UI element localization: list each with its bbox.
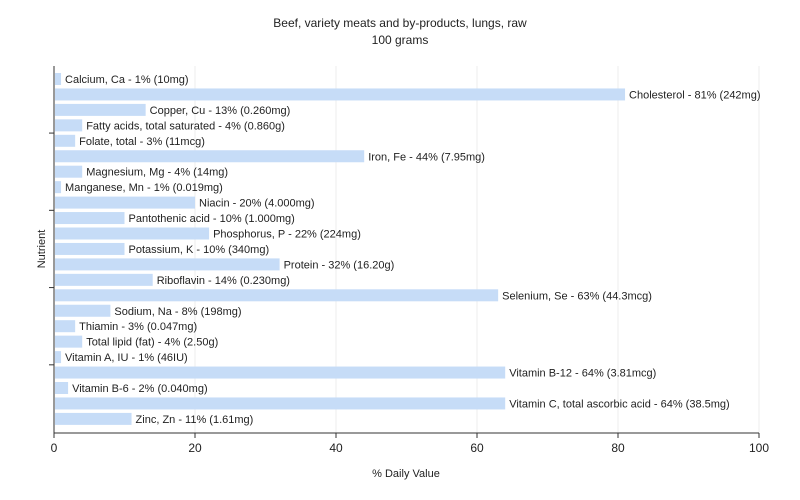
chart-subtitle: 100 grams (372, 33, 429, 47)
x-tick-label: 100 (749, 441, 769, 455)
bar-label: Copper, Cu - 13% (0.260mg) (150, 105, 291, 117)
bar-label: Folate, total - 3% (11mcg) (79, 136, 205, 148)
bar-label: Manganese, Mn - 1% (0.019mg) (65, 182, 223, 194)
bar-label: Sodium, Na - 8% (198mg) (114, 306, 241, 318)
bar-label: Vitamin A, IU - 1% (46IU) (65, 352, 188, 364)
bar-label: Vitamin B-6 - 2% (0.040mg) (72, 383, 208, 395)
x-axis-ticks: 0 20 40 60 80 100 (51, 433, 769, 455)
y-axis-ticks (49, 132, 54, 366)
bar (55, 304, 111, 317)
bar-labels: Calcium, Ca - 1% (10mg) Cholesterol - 81%… (65, 74, 760, 426)
bar-label: Selenium, Se - 63% (44.3mcg) (502, 290, 652, 302)
bar (55, 227, 210, 240)
bar (55, 196, 195, 209)
bar (55, 150, 365, 163)
bar (55, 366, 506, 379)
x-tick-label: 40 (329, 441, 343, 455)
x-axis-label: % Daily Value (372, 468, 440, 480)
bar (55, 289, 499, 302)
bar (55, 351, 62, 364)
bar (55, 335, 83, 348)
bar-label: Phosphorus, P - 22% (224mg) (213, 229, 361, 241)
bar (55, 119, 83, 132)
bar-label: Iron, Fe - 44% (7.95mg) (368, 151, 485, 163)
bar (55, 165, 83, 178)
bar-label: Fatty acids, total saturated - 4% (0.860… (86, 120, 285, 132)
bar (55, 412, 132, 425)
bar-label: Potassium, K - 10% (340mg) (129, 244, 270, 256)
x-tick-label: 80 (611, 441, 625, 455)
bar (55, 258, 280, 271)
bar-label: Vitamin C, total ascorbic acid - 64% (38… (509, 398, 730, 410)
bar-label: Magnesium, Mg - 4% (14mg) (86, 167, 228, 179)
bar-label: Thiamin - 3% (0.047mg) (79, 321, 197, 333)
bar-label: Cholesterol - 81% (242mg) (629, 89, 760, 101)
bar-label: Riboflavin - 14% (0.230mg) (157, 275, 290, 287)
chart-title: Beef, variety meats and by-products, lun… (273, 16, 527, 30)
bar-label: Protein - 32% (16.20g) (284, 259, 395, 271)
bar (55, 382, 69, 394)
bar (55, 88, 626, 101)
x-tick-label: 20 (188, 441, 202, 455)
bar (55, 212, 125, 225)
bar-label: Niacin - 20% (4.000mg) (199, 198, 315, 210)
bar (55, 397, 506, 410)
x-tick-label: 0 (51, 441, 58, 455)
bars (55, 73, 626, 425)
bar (55, 273, 153, 286)
bar (55, 103, 146, 116)
bar-label: Vitamin B-12 - 64% (3.81mcg) (509, 368, 656, 380)
bar-label: Zinc, Zn - 11% (1.61mg) (136, 414, 254, 426)
bar-label: Pantothenic acid - 10% (1.000mg) (129, 213, 295, 225)
x-tick-label: 60 (470, 441, 484, 455)
y-axis-label: Nutrient (36, 230, 48, 269)
bar (55, 242, 125, 255)
bar (55, 134, 76, 147)
bar-label: Total lipid (fat) - 4% (2.50g) (86, 337, 218, 349)
bar-label: Calcium, Ca - 1% (10mg) (65, 74, 188, 86)
bar (55, 320, 76, 333)
bar (55, 181, 62, 194)
bar (55, 73, 62, 85)
